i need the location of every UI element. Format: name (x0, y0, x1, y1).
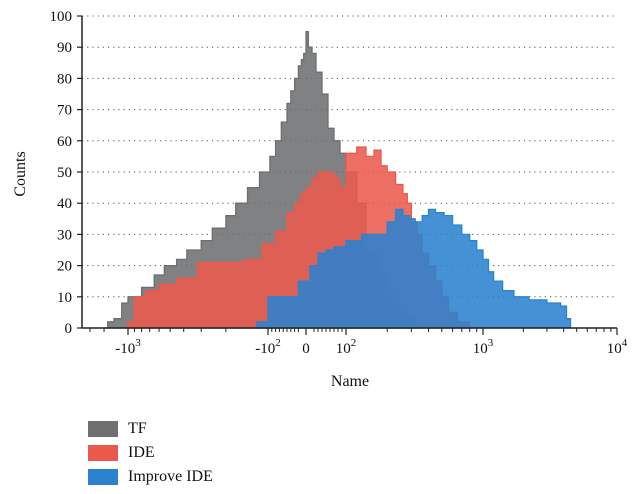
y-tick-label: 20 (57, 259, 72, 275)
y-axis-title: Counts (12, 151, 29, 196)
legend-swatch (88, 421, 118, 437)
y-tick-label: 70 (57, 103, 72, 119)
y-tick-label: 60 (57, 134, 72, 150)
y-tick-label: 0 (65, 321, 73, 337)
y-tick-label: 90 (57, 40, 72, 56)
chart: 0 10 20 30 40 50 60 70 80 90 100 -103 -102 0 102 103 104… (12, 9, 628, 390)
legend-swatch (88, 445, 118, 461)
x-tick-label: -103 (115, 337, 141, 357)
legend-label: IDE (128, 444, 155, 461)
legend-label: Improve IDE (128, 468, 213, 485)
legend: TF IDE Improve IDE (88, 417, 213, 489)
series-areas (104, 30, 572, 329)
y-tick-label: 100 (50, 9, 73, 25)
x-tick-label: 103 (473, 337, 494, 357)
legend-swatch (88, 469, 118, 485)
x-tick-label: -102 (255, 337, 281, 357)
legend-item-tf: TF (88, 417, 213, 441)
y-tick-label: 10 (57, 290, 72, 306)
legend-item-improve-ide: Improve IDE (88, 465, 213, 489)
y-tick-label: 80 (57, 71, 72, 87)
x-axis-title: Name (331, 373, 369, 390)
y-tick-label: 30 (57, 227, 72, 243)
y-tick-label: 40 (57, 196, 72, 212)
y-tick-label: 50 (57, 165, 72, 181)
axes: 0 10 20 30 40 50 60 70 80 90 100 -103 -102 0 102 103 104 (50, 9, 628, 357)
legend-label: TF (128, 420, 147, 437)
series-area-improve-ide (256, 208, 572, 329)
x-tick-label: 0 (302, 341, 310, 357)
legend-item-ide: IDE (88, 441, 213, 465)
x-tick-label: 102 (336, 337, 357, 357)
x-tick-label: 104 (607, 337, 628, 357)
